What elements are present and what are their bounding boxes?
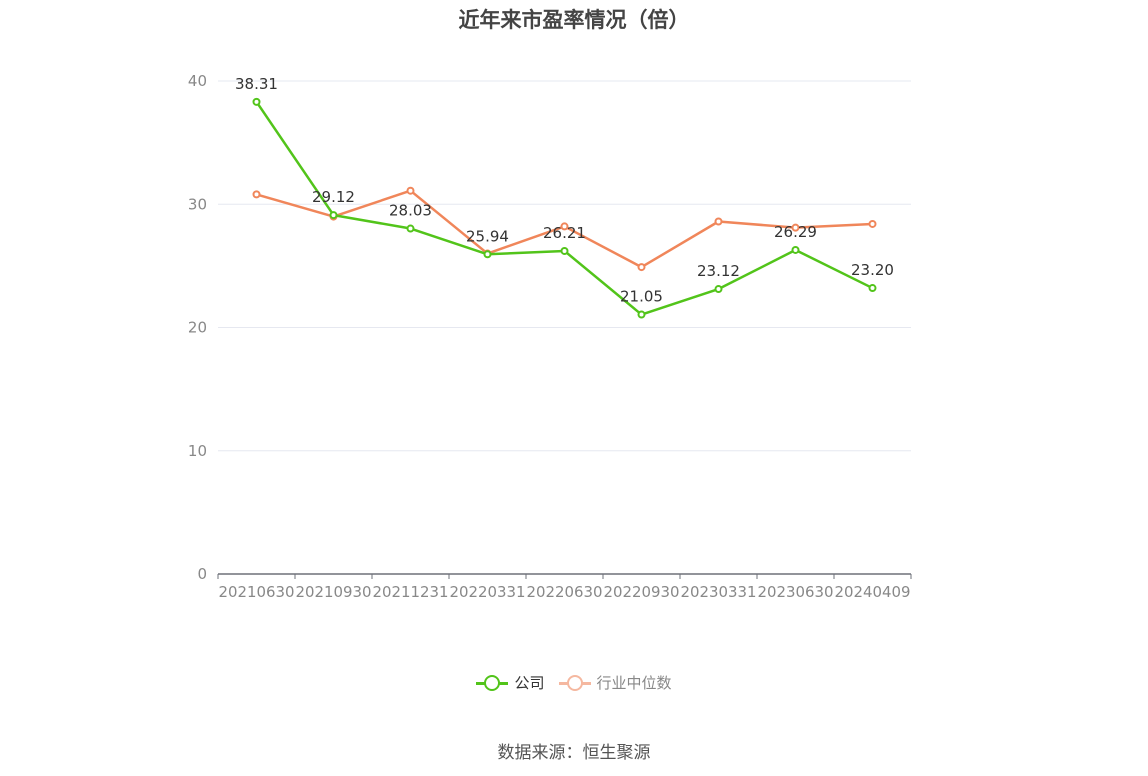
legend-item-company[interactable]: 公司: [476, 672, 545, 693]
x-tick-label: 20240409: [835, 583, 911, 601]
grid-layer: [218, 80, 911, 452]
y-tick-label: 0: [197, 565, 207, 583]
data-point-industry-median: [637, 263, 646, 272]
data-point-industry-median: [868, 219, 877, 228]
data-label-company: 28.03: [389, 202, 432, 220]
data-label-company: 23.20: [851, 261, 894, 279]
axis-layer: 0 10 20 30 40 20210630 20210930 20211231 2022033…: [188, 72, 912, 601]
data-label-company: 26.29: [774, 223, 817, 241]
data-point-industry-median: [714, 217, 723, 226]
series-line-company: [255, 101, 874, 316]
data-point-company: [791, 245, 800, 254]
data-point-company: [714, 285, 723, 294]
legend: 公司 行业中位数: [0, 672, 1148, 693]
data-label-company: 29.12: [312, 188, 355, 206]
legend-label-industry-median: 行业中位数: [596, 674, 672, 692]
data-label-layer: 38.31 29.12 28.03 25.94 26.21 21.05 23.12 26.29…: [235, 75, 894, 306]
data-point-industry-median: [560, 222, 569, 231]
y-tick-label: 30: [188, 195, 207, 213]
data-label-company: 38.31: [235, 75, 278, 93]
y-tick-label: 40: [188, 72, 207, 90]
data-label-company: 25.94: [466, 227, 509, 245]
y-tick-label: 10: [188, 442, 207, 460]
data-point-company: [406, 224, 415, 233]
x-tick-label: 20210930: [296, 583, 372, 601]
data-label-company: 26.21: [543, 224, 586, 242]
x-tick-label: 20220331: [450, 583, 526, 601]
x-tick-label: 20230331: [681, 583, 757, 601]
x-tick-label: 20230630: [758, 583, 834, 601]
data-point-company: [868, 284, 877, 293]
data-point-industry-median: [406, 186, 415, 195]
legend-label-company: 公司: [514, 674, 545, 692]
x-tick-label: 20211231: [373, 583, 449, 601]
data-point-company: [560, 246, 569, 255]
data-point-company: [637, 310, 646, 319]
data-label-company: 23.12: [697, 262, 740, 280]
legend-marker-company-icon: [476, 674, 509, 691]
legend-marker-industry-icon: [558, 674, 591, 691]
data-point-company: [483, 250, 492, 259]
x-tick-label: 20220930: [604, 583, 680, 601]
chart-title: 近年来市盈率情况（倍）: [458, 8, 690, 32]
data-point-industry-median: [252, 190, 261, 199]
series-layer: [252, 97, 877, 319]
data-point-company: [252, 97, 261, 106]
source-note: 数据来源：恒生聚源: [497, 743, 651, 763]
x-tick-label: 20210630: [219, 583, 295, 601]
data-point-industry-median: [791, 223, 800, 232]
x-tick-label: 20220630: [527, 583, 603, 601]
y-tick-label: 20: [188, 319, 207, 337]
legend-item-industry-median[interactable]: 行业中位数: [558, 672, 672, 693]
data-point-company: [329, 211, 338, 220]
data-label-company: 21.05: [620, 288, 663, 306]
